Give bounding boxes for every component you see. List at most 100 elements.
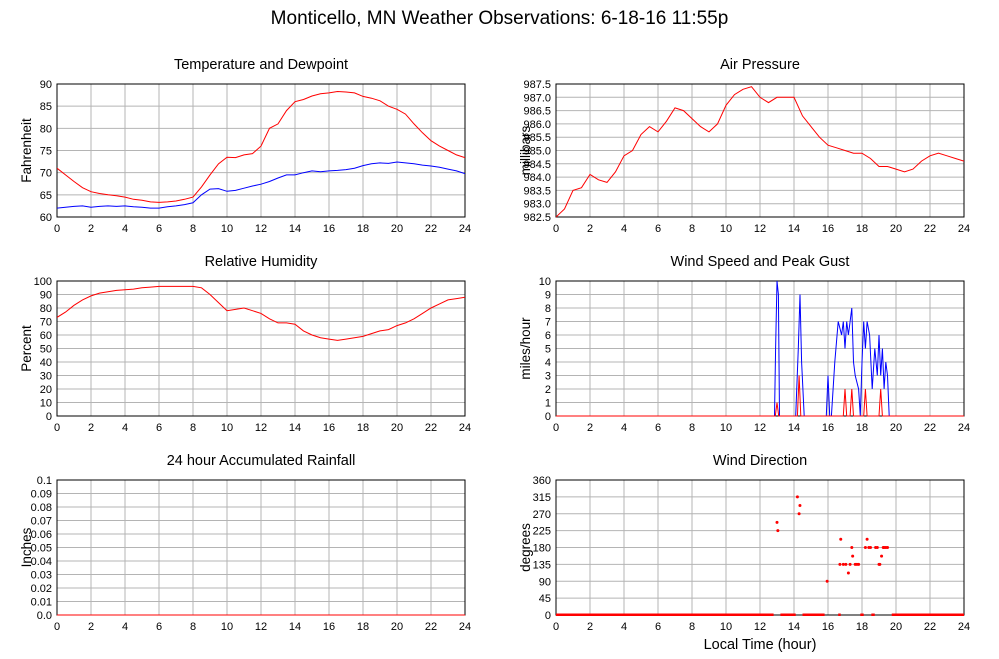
y-tick-label: 50 — [40, 344, 52, 356]
chart-title: Relative Humidity — [205, 254, 319, 270]
y-tick-label: 40 — [40, 357, 52, 369]
data-point — [776, 529, 780, 533]
y-tick-label: 3 — [545, 371, 551, 383]
y-tick-label: 987.5 — [523, 79, 551, 91]
data-point — [839, 537, 843, 541]
x-tick-label: 20 — [890, 621, 902, 633]
x-tick-label: 12 — [255, 422, 267, 434]
data-point — [798, 504, 802, 507]
x-tick-label: 14 — [289, 223, 301, 235]
grid-wind — [555, 280, 965, 417]
y-tick-label: 982.5 — [523, 212, 551, 224]
chart-title: 24 hour Accumulated Rainfall — [167, 453, 356, 469]
y-tick-label: 0.1 — [37, 475, 52, 487]
x-tick-label: 20 — [391, 621, 403, 633]
y-tick-label: 225 — [533, 526, 551, 538]
x-tick-label: 16 — [822, 621, 834, 633]
y-tick-label: 6 — [545, 330, 551, 342]
y-tick-label: 984.0 — [523, 172, 551, 184]
data-point — [878, 562, 882, 566]
y-tick-label: 985.0 — [523, 146, 551, 158]
y-tick-label: 10 — [40, 398, 52, 410]
x-tick-label: 22 — [425, 223, 437, 235]
y-tick-label: 60 — [40, 330, 52, 342]
x-tick-label: 10 — [720, 621, 732, 633]
data-point — [795, 495, 799, 499]
x-tick-label: 0 — [54, 422, 60, 434]
x-tick-label: 2 — [88, 223, 94, 235]
data-temp — [57, 90, 465, 209]
y-axis-label: Inches — [19, 527, 34, 567]
data-pressure — [556, 86, 964, 218]
y-tick-label: 4 — [545, 357, 551, 369]
x-tick-label: 24 — [958, 223, 970, 235]
y-tick-label: 90 — [40, 290, 52, 302]
y-tick-label: 80 — [40, 123, 52, 135]
x-tick-label: 4 — [621, 621, 627, 633]
plot-frame — [56, 280, 466, 417]
grid-humidity — [56, 280, 466, 417]
y-tick-label: 986.0 — [523, 119, 551, 131]
chart-title: Temperature and Dewpoint — [174, 57, 348, 73]
x-axis-label: Local Time (hour) — [704, 637, 817, 653]
x-tick-label: 14 — [289, 422, 301, 434]
x-tick-label: 12 — [255, 621, 267, 633]
data-point — [848, 562, 852, 566]
chart-temp: 0 2 4 6 8 10 12 14 16 18 20 22 2460657075808590Tempe… — [19, 57, 471, 235]
y-tick-label: 30 — [40, 371, 52, 383]
data-point — [875, 546, 879, 549]
y-tick-label: 270 — [533, 509, 551, 521]
x-tick-label: 20 — [391, 223, 403, 235]
y-tick-label: 9 — [545, 290, 551, 302]
x-tick-label: 10 — [720, 422, 732, 434]
series-line-0 — [556, 86, 964, 218]
y-tick-label: 135 — [533, 559, 551, 571]
data-point — [865, 537, 869, 541]
x-tick-label: 8 — [190, 621, 196, 633]
series-line-0 — [57, 90, 465, 203]
y-tick-label: 987.0 — [523, 92, 551, 104]
chart-title: Wind Speed and Peak Gust — [671, 254, 850, 270]
x-tick-label: 24 — [459, 223, 471, 235]
x-tick-label: 18 — [357, 422, 369, 434]
y-tick-label: 984.5 — [523, 159, 551, 171]
x-tick-label: 16 — [822, 422, 834, 434]
y-tick-label: 315 — [533, 492, 551, 504]
y-tick-label: 90 — [40, 79, 52, 91]
y-axis-label: millibars — [518, 126, 533, 176]
y-tick-label: 8 — [545, 303, 551, 315]
data-direction — [556, 495, 964, 616]
x-tick-label: 22 — [425, 422, 437, 434]
x-tick-label: 4 — [621, 422, 627, 434]
x-tick-label: 18 — [357, 621, 369, 633]
x-tick-label: 4 — [621, 223, 627, 235]
y-tick-label: 10 — [539, 276, 551, 288]
x-tick-label: 12 — [754, 223, 766, 235]
chart-humidity: 0 2 4 6 8 10 12 14 16 18 20 22 240102030405060708090… — [19, 254, 471, 434]
y-tick-label: 0 — [545, 610, 551, 622]
chart-pressure: 0 2 4 6 8 10 12 14 16 18 20 22 24982.5983.0983.5984.… — [518, 57, 970, 235]
y-tick-label: 80 — [40, 303, 52, 315]
series-line-0 — [57, 285, 465, 341]
chart-direction: 0 2 4 6 8 10 12 14 16 18 20 22 240459013518022527031… — [518, 453, 970, 653]
y-tick-label: 985.5 — [523, 132, 551, 144]
data-point — [825, 579, 829, 583]
x-tick-label: 24 — [459, 422, 471, 434]
x-tick-label: 2 — [88, 422, 94, 434]
y-tick-label: 986.5 — [523, 106, 551, 118]
x-tick-label: 8 — [689, 422, 695, 434]
x-tick-label: 0 — [553, 223, 559, 235]
data-point — [863, 546, 867, 549]
x-tick-label: 10 — [221, 223, 233, 235]
x-tick-label: 2 — [587, 223, 593, 235]
x-tick-label: 16 — [822, 223, 834, 235]
x-tick-label: 10 — [221, 621, 233, 633]
page-title: Monticello, MN Weather Observations: 6-1… — [270, 8, 729, 29]
plot-frame — [555, 83, 965, 218]
y-tick-label: 5 — [545, 344, 551, 356]
x-tick-label: 14 — [788, 621, 800, 633]
x-tick-label: 6 — [156, 223, 162, 235]
x-tick-label: 12 — [754, 621, 766, 633]
